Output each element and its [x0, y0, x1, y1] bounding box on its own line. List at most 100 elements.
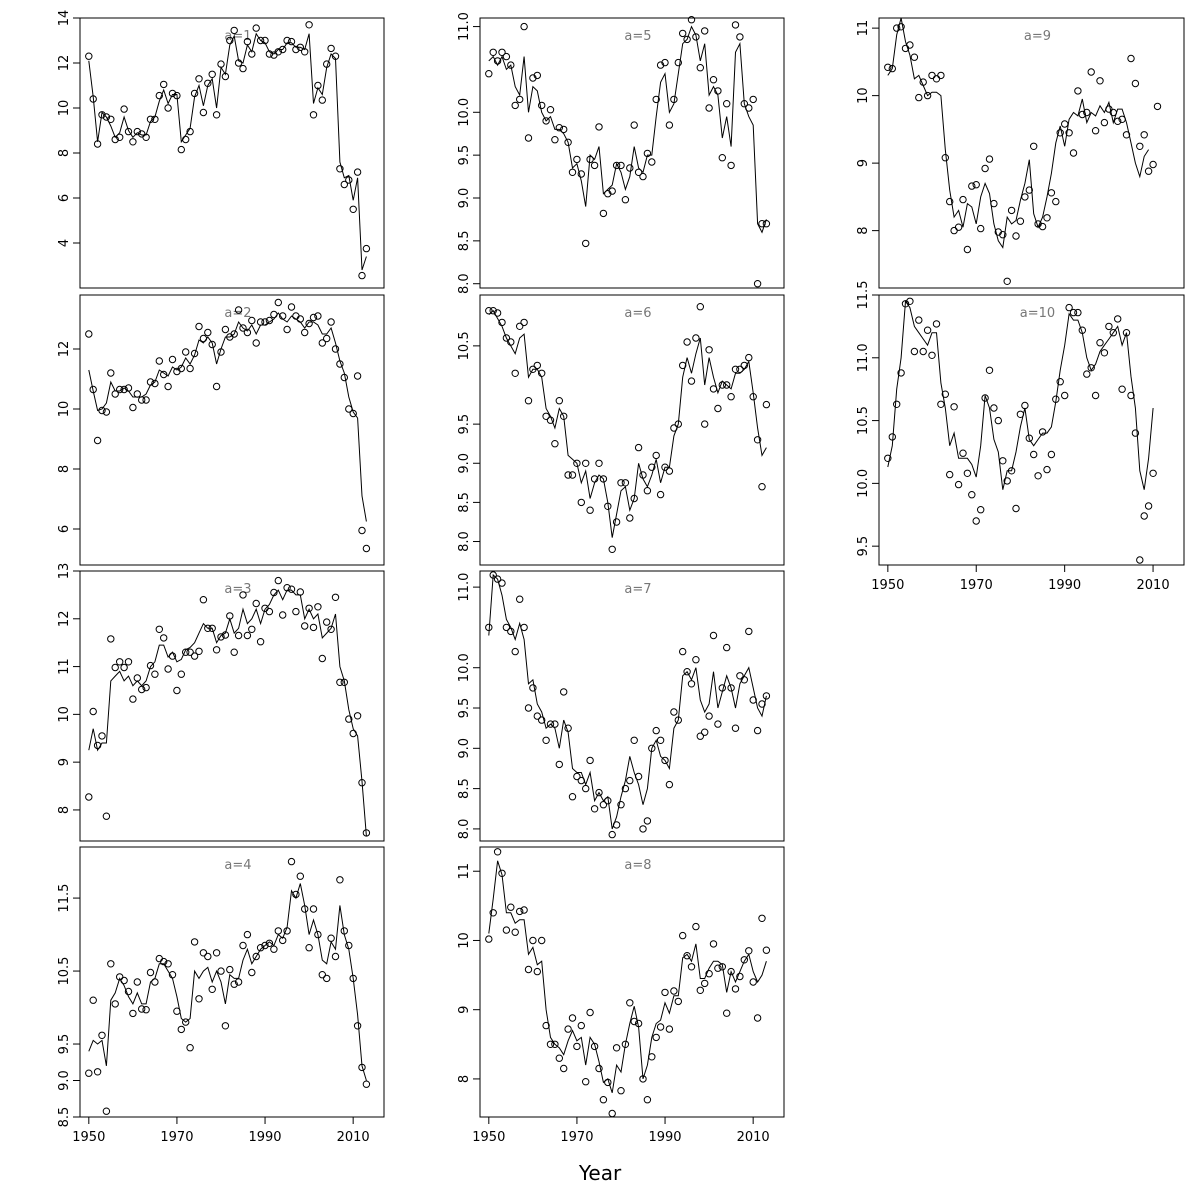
- y-tick-label: 10: [57, 401, 72, 418]
- observed-point: [950, 403, 958, 411]
- observed-point: [516, 595, 524, 603]
- y-tick-label: 12: [57, 341, 72, 358]
- observed-point: [604, 797, 612, 805]
- observed-point: [116, 973, 124, 981]
- observed-point: [661, 58, 669, 67]
- observed-point: [323, 60, 331, 68]
- observed-point: [239, 591, 247, 599]
- observed-point: [226, 965, 234, 974]
- observed-point: [274, 298, 282, 307]
- fitted-series-line: [488, 309, 767, 538]
- observed-point: [239, 64, 247, 73]
- observed-point: [656, 1023, 665, 1031]
- observed-point: [985, 366, 994, 374]
- observed-point: [1114, 117, 1122, 126]
- observed-point: [1007, 467, 1016, 475]
- panel-frame: [479, 17, 785, 289]
- observed-point: [485, 70, 493, 78]
- observed-point: [318, 971, 326, 979]
- observed-point: [731, 985, 740, 993]
- observed-point: [173, 686, 181, 695]
- observed-point: [336, 876, 344, 884]
- panel-title: a=1: [224, 29, 251, 44]
- observed-point: [564, 1025, 572, 1033]
- observed-point: [199, 108, 208, 117]
- observed-point: [270, 588, 278, 597]
- observed-point: [1144, 502, 1153, 510]
- observed-point: [745, 947, 753, 955]
- y-tick-label: 4: [57, 239, 72, 247]
- observed-point: [1043, 214, 1051, 222]
- observed-point: [884, 63, 892, 72]
- observed-point: [274, 927, 282, 935]
- observed-point: [932, 320, 941, 328]
- observed-point: [999, 457, 1007, 465]
- observed-point: [340, 678, 348, 686]
- y-tick-label: 11: [457, 863, 472, 880]
- observed-point: [687, 16, 696, 24]
- observed-point: [621, 1040, 630, 1049]
- observed-point: [129, 695, 137, 703]
- observed-point: [292, 607, 300, 616]
- observed-point: [296, 588, 304, 596]
- observed-point: [305, 21, 313, 29]
- y-tick-label: 11.5: [856, 281, 871, 310]
- observed-point: [670, 95, 678, 104]
- observed-point: [683, 952, 691, 960]
- observed-point: [230, 26, 238, 35]
- y-tick-label: 9: [57, 758, 72, 766]
- y-tick-label: 6: [57, 525, 72, 533]
- observed-point: [498, 48, 506, 56]
- observed-point: [626, 514, 634, 522]
- observed-point: [323, 974, 331, 983]
- observed-point: [318, 339, 326, 347]
- observed-point: [309, 905, 318, 913]
- panel-title: a=8: [624, 858, 651, 873]
- observed-point: [323, 618, 331, 626]
- observed-point: [555, 124, 563, 132]
- observed-point: [652, 95, 660, 104]
- observed-point: [727, 393, 735, 401]
- observed-point: [353, 712, 362, 720]
- panel-5: 8.0 8.5 9.0 9.5 10.0 11.0 a=5: [457, 12, 785, 294]
- observed-point: [98, 1031, 106, 1040]
- observed-point: [959, 195, 967, 204]
- observed-point: [221, 325, 230, 334]
- observed-point: [683, 35, 691, 44]
- panel-7: 8.0 8.5 9.0 9.5 10.0 11.0 a=7: [457, 570, 785, 842]
- observed-point: [261, 941, 269, 950]
- observed-point: [910, 53, 919, 61]
- observed-point: [362, 829, 371, 837]
- y-tick-label: 8.5: [57, 1107, 72, 1128]
- observed-point: [901, 300, 910, 308]
- observed-point: [349, 205, 357, 214]
- observed-point: [261, 36, 269, 45]
- observed-point: [133, 127, 142, 136]
- observed-point: [331, 952, 340, 961]
- observed-point: [164, 382, 172, 391]
- observed-point: [1074, 87, 1082, 95]
- observed-point: [749, 95, 757, 104]
- observed-point: [309, 111, 318, 119]
- observed-point: [353, 372, 362, 380]
- observed-point: [634, 772, 643, 781]
- observed-point: [177, 145, 186, 154]
- observed-point: [560, 125, 568, 134]
- observed-point: [586, 1008, 594, 1017]
- observed-point: [353, 1022, 362, 1030]
- observed-point: [740, 956, 748, 964]
- observed-point: [1052, 395, 1060, 403]
- observed-point: [674, 997, 682, 1006]
- observed-point: [617, 161, 625, 170]
- observed-point: [643, 149, 652, 158]
- observed-point: [265, 50, 274, 58]
- observed-point: [573, 155, 581, 164]
- observed-point: [182, 1018, 190, 1026]
- observed-point: [520, 318, 528, 327]
- observed-point: [133, 390, 142, 398]
- observed-point: [524, 397, 533, 405]
- observed-point: [107, 369, 115, 377]
- observed-point: [239, 941, 247, 950]
- observed-point: [120, 663, 128, 672]
- observed-point: [1056, 378, 1064, 386]
